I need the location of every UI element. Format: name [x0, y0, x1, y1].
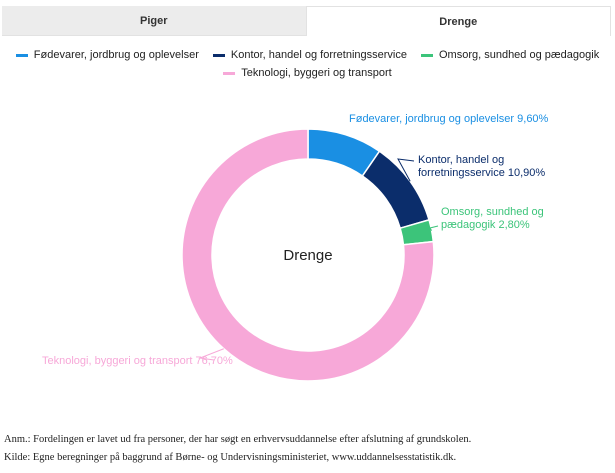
- legend-label-teknologi: Teknologi, byggeri og transport: [241, 67, 392, 79]
- data-label-0: Fødevarer, jordbrug og oplevelser 9,60%: [349, 113, 549, 125]
- legend-item-fodevarer[interactable]: Fødevarer, jordbrug og oplevelser: [15, 49, 199, 61]
- legend-item-teknologi[interactable]: Teknologi, byggeri og transport: [223, 67, 392, 79]
- chart-legend: Fødevarer, jordbrug og oplevelser Kontor…: [0, 46, 615, 82]
- data-label-1-line-0: Kontor, handel og: [418, 154, 504, 166]
- legend-swatch-teknologi: [223, 71, 236, 75]
- data-label-leader-2: [429, 225, 439, 231]
- tab-piger[interactable]: Piger: [2, 6, 306, 36]
- data-label-2-line-1: pædagogik 2,80%: [441, 219, 530, 231]
- legend-label-fodevarer: Fødevarer, jordbrug og oplevelser: [33, 49, 199, 61]
- legend-label-kontor: Kontor, handel og forretningsservice: [230, 49, 407, 61]
- tab-bar: Piger Drenge: [2, 6, 611, 36]
- legend-row-2: Teknologi, byggeri og transport: [0, 64, 615, 82]
- legend-row-1: Fødevarer, jordbrug og oplevelser Kontor…: [0, 46, 615, 64]
- donut-chart: Drenge Fødevarer, jordbrug og oplevelser …: [42, 113, 549, 382]
- data-label-1-line-1: forretningsservice 10,90%: [418, 167, 545, 179]
- tab-drenge[interactable]: Drenge: [305, 6, 611, 36]
- legend-item-kontor[interactable]: Kontor, handel og forretningsservice: [212, 49, 407, 61]
- legend-swatch-omsorg: [420, 53, 433, 57]
- data-label-2-line-0: Omsorg, sundhed og: [441, 206, 544, 218]
- data-label-leader-1: [397, 158, 415, 182]
- donut-segment-3[interactable]: [181, 128, 435, 382]
- footnote-note: Anm.: Fordelingen er lavet ud fra person…: [4, 434, 472, 445]
- donut-center-label: Drenge: [283, 247, 332, 264]
- data-label-3: Teknologi, byggeri og transport 76,70%: [42, 355, 233, 367]
- legend-swatch-kontor: [212, 53, 225, 57]
- legend-label-omsorg: Omsorg, sundhed og pædagogik: [438, 49, 600, 61]
- legend-item-omsorg[interactable]: Omsorg, sundhed og pædagogik: [420, 49, 600, 61]
- legend-swatch-fodevarer: [15, 53, 28, 57]
- footnote-source: Kilde: Egne beregninger på baggrund af B…: [4, 452, 457, 463]
- data-label-leader-3: [198, 348, 224, 361]
